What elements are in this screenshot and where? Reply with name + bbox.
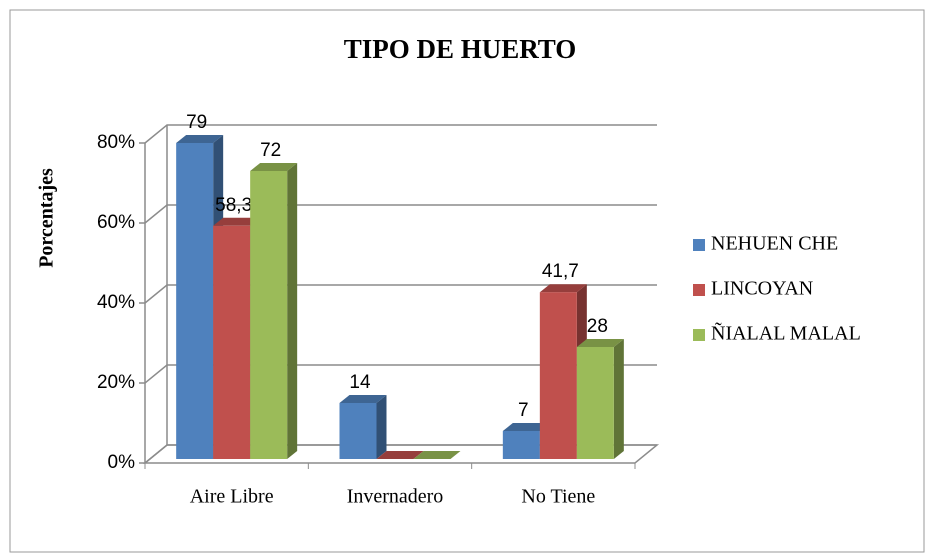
chart-frame <box>9 9 925 553</box>
bar-top <box>176 135 224 143</box>
x-tick-label: Invernadero <box>347 486 444 508</box>
grid-line <box>144 444 657 464</box>
grid-line <box>144 204 657 224</box>
grid-line <box>144 284 657 304</box>
legend-label: ÑIALAL MALAL <box>711 321 861 345</box>
y-tick-label: 0% <box>108 452 136 473</box>
bar <box>576 347 614 459</box>
data-label: 58,3 <box>215 195 252 216</box>
bar <box>539 292 577 459</box>
y-tick-label: 60% <box>97 212 135 233</box>
grid-line <box>144 124 657 144</box>
chart-title: TIPO DE HUERTO <box>344 34 577 64</box>
bar-top <box>502 423 550 431</box>
bar-side <box>613 339 624 459</box>
legend-swatch <box>693 239 705 251</box>
data-label: 79 <box>186 112 207 133</box>
data-label: 41,7 <box>542 261 579 282</box>
bar-top <box>576 339 624 347</box>
y-axis-label: Porcentajes <box>36 168 58 268</box>
bar-top <box>250 163 298 171</box>
bar-top <box>339 395 387 403</box>
legend-label: LINCOYAN <box>711 278 813 300</box>
x-tick-label: Aire Libre <box>190 486 274 508</box>
data-label: 72 <box>260 140 281 161</box>
legend-label: NEHUEN CHE <box>711 233 838 255</box>
bar-top <box>539 284 587 293</box>
bar-side <box>376 395 387 459</box>
data-label: 7 <box>518 400 529 421</box>
legend-swatch <box>693 329 705 341</box>
y-tick-label: 40% <box>97 292 135 313</box>
y-tick-label: 20% <box>97 372 135 393</box>
data-label: 28 <box>587 316 608 337</box>
bar-top <box>376 451 424 459</box>
bar-side <box>287 163 298 459</box>
bar <box>213 225 251 459</box>
bar-top <box>413 451 461 459</box>
bar <box>250 171 288 459</box>
legend-swatch <box>693 284 705 296</box>
x-tick-label: No Tiene <box>521 486 595 508</box>
data-label: 14 <box>349 372 371 393</box>
y-tick-label: 80% <box>97 132 135 153</box>
bar <box>339 403 377 459</box>
bar-top <box>213 217 261 226</box>
bar <box>502 431 540 459</box>
bar <box>176 143 214 459</box>
grid-line <box>144 364 657 384</box>
